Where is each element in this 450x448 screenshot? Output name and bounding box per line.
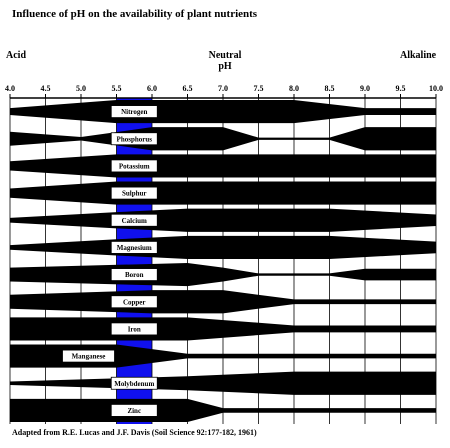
- nutrient-label: Calcium: [122, 217, 147, 225]
- x-tick-label: 7.0: [218, 84, 228, 93]
- x-tick-label: 6.5: [183, 84, 193, 93]
- alkaline-label: Alkaline: [400, 50, 437, 61]
- source-footnote: Adapted from R.E. Lucas and J.F. Davis (…: [12, 428, 257, 437]
- x-tick-label: 7.5: [254, 84, 264, 93]
- nutrient-label-box: [110, 132, 158, 146]
- x-tick-label: 9.0: [360, 84, 370, 93]
- x-tick-label: 10.0: [429, 84, 443, 93]
- ph-label: pH: [218, 61, 232, 72]
- x-tick-label: 5.0: [76, 84, 86, 93]
- nutrient-label: Manganese: [72, 353, 106, 361]
- x-tick-label: 4.5: [41, 84, 51, 93]
- neutral-ph-label: Neutral pH: [205, 50, 245, 72]
- nutrient-label-box: [110, 241, 158, 254]
- x-tick-label: 5.5: [112, 84, 122, 93]
- neutral-label: Neutral: [208, 50, 242, 61]
- nutrient-band-iron: [10, 317, 436, 341]
- acid-label: Acid: [6, 50, 26, 61]
- nutrient-label-box: [110, 105, 158, 118]
- nutrient-label-box: [110, 213, 158, 227]
- nutrient-band-copper: [10, 290, 436, 314]
- nutrient-label: Magnesium: [117, 244, 152, 252]
- x-tick-label: 8.5: [325, 84, 335, 93]
- nutrient-label: Phosphorus: [117, 135, 153, 143]
- nutrient-label-box: [110, 376, 158, 390]
- x-tick-label: 9.5: [396, 84, 406, 93]
- nutrient-label-box: [110, 268, 158, 281]
- nutrient-band-calcium: [10, 208, 436, 232]
- nutrient-band-manganese: [10, 344, 436, 368]
- nutrient-label: Nitrogen: [121, 108, 147, 116]
- nutrient-label-box: [62, 349, 115, 363]
- nutrient-label: Iron: [128, 326, 141, 334]
- x-tick-label: 4.0: [5, 84, 15, 93]
- nutrient-label: Potassium: [119, 163, 150, 171]
- nutrient-band-potassium: [10, 154, 436, 178]
- nutrient-label-box: [110, 404, 158, 417]
- nutrient-label: Boron: [125, 271, 144, 279]
- chart-title: Influence of pH on the availability of p…: [12, 8, 258, 20]
- nutrient-label-box: [110, 159, 158, 173]
- x-tick-label: 8.0: [289, 84, 299, 93]
- nutrient-label: Zinc: [127, 407, 141, 415]
- nutrient-label-box: [110, 186, 158, 200]
- optimal-ph-column: [116, 98, 152, 424]
- nutrient-band-sulphur: [10, 181, 436, 205]
- x-tick-label: 6.0: [147, 84, 157, 93]
- nutrient-band-magnesium: [10, 235, 436, 259]
- nutrient-label: Copper: [123, 298, 146, 306]
- nutrient-label-box: [110, 295, 158, 309]
- nutrient-label-box: [110, 322, 158, 336]
- nutrient-label: Molybdenum: [114, 380, 154, 388]
- nutrient-band-molybdenum: [10, 371, 436, 395]
- nutrient-band-phosphorus: [10, 127, 436, 151]
- nutrient-label: Sulphur: [122, 190, 147, 198]
- nutrient-band-nitrogen: [10, 100, 436, 124]
